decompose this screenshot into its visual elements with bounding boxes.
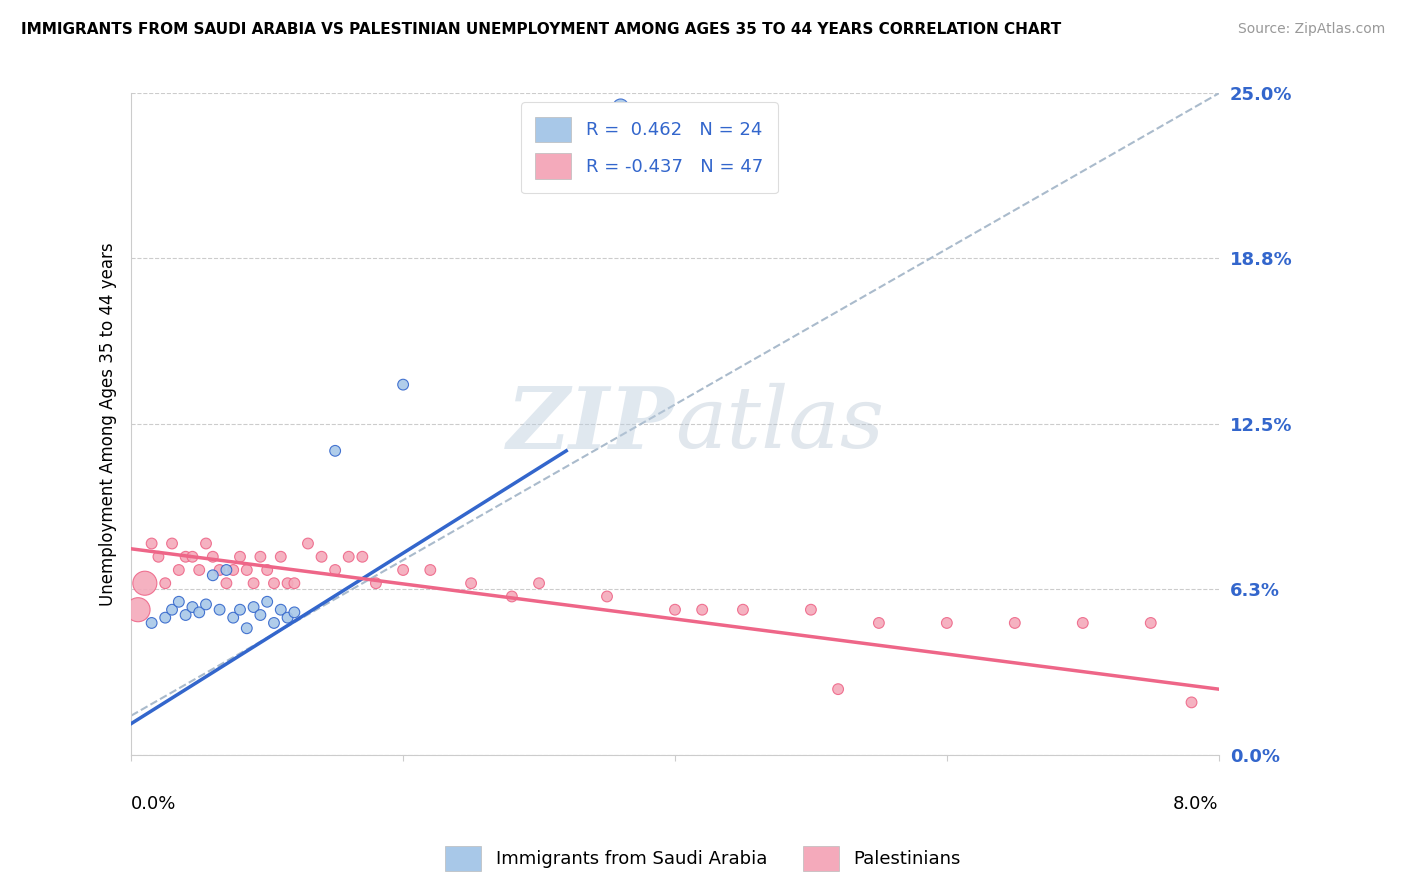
Point (249, 607, 271, 622)
Point (935, 615, 957, 630)
Text: atlas: atlas (675, 383, 884, 466)
Point (236, 621, 259, 635)
Point (827, 682, 849, 697)
Point (609, 100, 631, 114)
Point (419, 563, 441, 577)
Point (167, 595, 190, 609)
Point (141, 536, 163, 550)
Point (800, 603, 823, 617)
Point (188, 563, 211, 577)
Point (277, 610, 299, 624)
Point (174, 549, 197, 564)
Text: Source: ZipAtlas.com: Source: ZipAtlas.com (1237, 22, 1385, 37)
Point (181, 549, 204, 564)
Point (460, 576, 482, 591)
Point (527, 576, 550, 591)
Point (160, 603, 183, 617)
Point (141, 615, 163, 630)
Point (167, 563, 190, 577)
Point (1071, 615, 1094, 630)
Point (277, 576, 299, 591)
Point (236, 563, 259, 577)
Point (155, 610, 177, 624)
Point (208, 603, 231, 617)
Text: 0.0%: 0.0% (131, 795, 177, 814)
Point (392, 563, 415, 577)
Point (323, 443, 346, 458)
Point (270, 549, 292, 564)
Point (127, 603, 149, 617)
Text: IMMIGRANTS FROM SAUDI ARABIA VS PALESTINIAN UNEMPLOYMENT AMONG AGES 35 TO 44 YEA: IMMIGRANTS FROM SAUDI ARABIA VS PALESTIN… (21, 22, 1062, 37)
Point (283, 606, 305, 620)
Point (174, 607, 197, 622)
Point (195, 598, 218, 612)
Point (323, 563, 346, 577)
Point (868, 615, 890, 630)
Point (201, 568, 224, 582)
Point (392, 377, 415, 392)
Point (215, 576, 238, 591)
Point (352, 549, 374, 564)
Point (270, 603, 292, 617)
Point (256, 595, 278, 609)
Text: ZIP: ZIP (508, 383, 675, 467)
Point (201, 549, 224, 564)
Point (249, 549, 271, 564)
Y-axis label: Unemployment Among Ages 35 to 44 years: Unemployment Among Ages 35 to 44 years (100, 243, 117, 607)
Point (501, 590, 523, 604)
Point (229, 603, 252, 617)
Point (188, 606, 211, 620)
Point (215, 563, 238, 577)
Point (242, 576, 264, 591)
Point (222, 610, 245, 624)
Legend: Immigrants from Saudi Arabia, Palestinians: Immigrants from Saudi Arabia, Palestinia… (437, 838, 969, 879)
Point (664, 603, 686, 617)
Point (337, 549, 360, 564)
Point (283, 576, 305, 591)
Point (155, 576, 177, 591)
Point (229, 549, 252, 564)
Point (364, 576, 387, 591)
Point (160, 536, 183, 550)
Point (1139, 615, 1161, 630)
Point (256, 563, 278, 577)
Point (311, 549, 333, 564)
Point (263, 576, 285, 591)
Point (222, 563, 245, 577)
Point (181, 600, 204, 615)
Point (690, 603, 713, 617)
Point (596, 590, 619, 604)
Point (1180, 695, 1202, 709)
Point (731, 603, 754, 617)
Point (263, 615, 285, 630)
Point (148, 549, 170, 564)
Point (242, 600, 264, 615)
Point (297, 536, 319, 550)
Point (1004, 615, 1026, 630)
Legend: R =  0.462   N = 24, R = -0.437   N = 47: R = 0.462 N = 24, R = -0.437 N = 47 (520, 103, 778, 194)
Point (195, 536, 218, 550)
Text: 8.0%: 8.0% (1173, 795, 1219, 814)
Point (208, 563, 231, 577)
Point (134, 576, 156, 591)
